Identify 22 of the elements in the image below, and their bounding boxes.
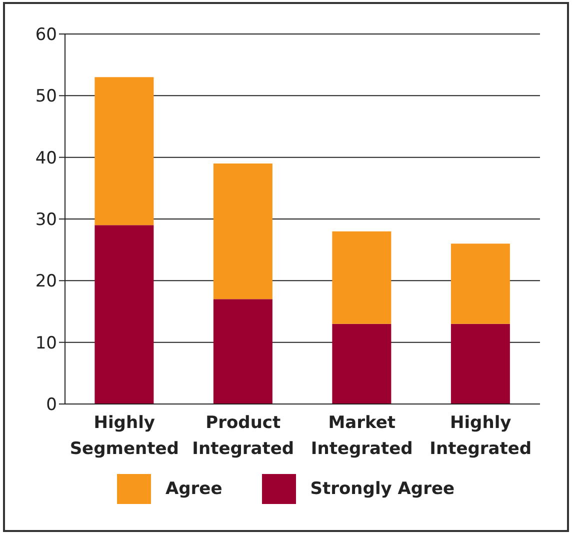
x-tick-label: Highly Segmented	[70, 413, 179, 459]
bar	[450, 324, 510, 404]
y-tick-label: 40	[35, 148, 57, 168]
y-tick-label: 10	[35, 333, 57, 354]
y-tick-label: 50	[35, 86, 57, 107]
y-tick-label: 30	[35, 210, 57, 230]
bar	[450, 244, 510, 324]
x-tick-label: Product Integrated	[192, 413, 294, 459]
bar	[213, 164, 272, 300]
bar	[94, 77, 154, 226]
bar	[94, 225, 154, 404]
x-tick-label: Market Integrated	[310, 413, 413, 459]
legend-label: Strongly Agree	[310, 479, 455, 499]
chart-frame: Highly Segmented Product Integrated Market Integrated Highly Integrated 0 10 20 30 40 50 60 Agree Strongly Agree	[3, 2, 569, 532]
y-tick-label: 20	[35, 272, 57, 292]
legend-label: Agree	[165, 479, 222, 499]
bar	[213, 299, 272, 404]
x-tick-label: Highly Integrated	[430, 413, 532, 459]
bar	[332, 231, 392, 324]
bar	[332, 324, 392, 404]
y-tick-label: 0	[46, 395, 57, 416]
y-tick-label: 60	[35, 25, 57, 46]
